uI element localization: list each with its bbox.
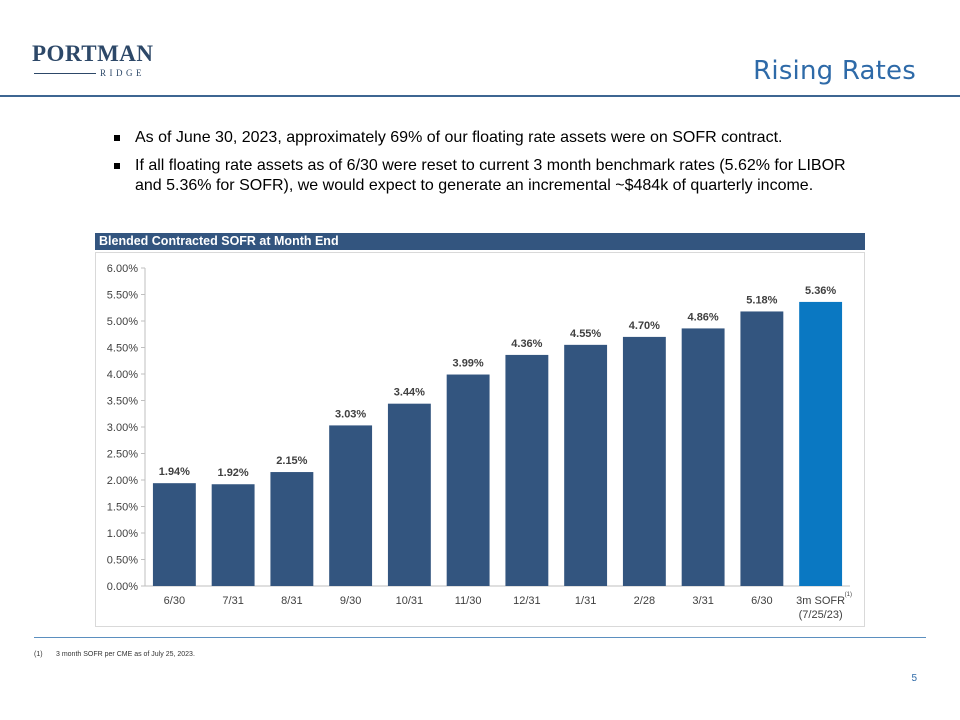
- bar: [622, 336, 666, 586]
- bar: [446, 374, 490, 586]
- logo-rule: [34, 73, 96, 74]
- portman-ridge-logo: PORTMAN RIDGE: [32, 41, 154, 82]
- bar-value-label: 3.03%: [335, 408, 366, 420]
- bar: [740, 311, 784, 586]
- y-tick-label: 1.00%: [107, 528, 138, 540]
- bullet-text: If all floating rate assets as of 6/30 w…: [135, 157, 846, 194]
- x-tick-label: 3m SOFR: [796, 595, 845, 607]
- x-tick-label: 12/31: [513, 595, 541, 607]
- x-tick-label: 8/31: [281, 595, 302, 607]
- x-tick-label: 10/31: [396, 595, 424, 607]
- chart-header: Blended Contracted SOFR at Month End: [95, 233, 865, 250]
- x-tick-sublabel: (7/25/23): [799, 609, 843, 621]
- bar-value-label: 4.55%: [570, 328, 601, 340]
- bar: [211, 484, 255, 586]
- x-tick-label: 6/30: [164, 595, 185, 607]
- x-tick-label: 3/31: [692, 595, 713, 607]
- footnote-text: 3 month SOFR per CME as of July 25, 2023…: [56, 651, 195, 658]
- x-tick-superscript: (1): [845, 592, 852, 598]
- bar-value-label: 1.92%: [218, 467, 249, 479]
- bar-value-label: 4.86%: [688, 311, 719, 323]
- y-tick-label: 2.50%: [107, 449, 138, 461]
- bar: [152, 483, 196, 586]
- page-number: 5: [911, 673, 917, 684]
- x-tick-label: 9/30: [340, 595, 361, 607]
- x-tick-label: 6/30: [751, 595, 772, 607]
- square-bullet-icon: [114, 163, 120, 169]
- bar-value-label: 4.70%: [629, 320, 660, 332]
- y-tick-label: 2.00%: [107, 475, 138, 487]
- bullet-item: As of June 30, 2023, approximately 69% o…: [112, 128, 852, 148]
- x-tick-label: 7/31: [222, 595, 243, 607]
- y-tick-label: 3.00%: [107, 422, 138, 434]
- y-tick-label: 4.00%: [107, 369, 138, 381]
- chart-frame: 0.00% 0.50% 1.00% 1.50% 2.00% 2.50% 3.00% 3.50%…: [95, 252, 865, 627]
- bar: [387, 403, 431, 586]
- footnote-number: (1): [34, 651, 43, 658]
- x-tick-label: 11/30: [455, 595, 482, 607]
- x-tick-label: 2/28: [634, 595, 655, 607]
- page-title: Rising Rates: [753, 56, 916, 86]
- bar: [329, 425, 373, 586]
- bar: [564, 344, 608, 586]
- y-tick-label: 0.00%: [107, 581, 138, 593]
- footnote: (1) 3 month SOFR per CME as of July 25, 2…: [34, 651, 195, 658]
- bar: [681, 328, 725, 586]
- bar: [799, 301, 843, 586]
- y-tick-label: 6.00%: [107, 263, 138, 275]
- bar-value-label: 3.44%: [394, 387, 425, 399]
- footer-divider: [34, 637, 926, 638]
- bar: [505, 354, 549, 586]
- bar-value-label: 4.36%: [511, 338, 542, 350]
- bullet-item: If all floating rate assets as of 6/30 w…: [112, 156, 852, 196]
- bar-value-label: 5.18%: [746, 294, 777, 306]
- y-tick-label: 5.00%: [107, 316, 138, 328]
- sofr-bar-chart: 0.00% 0.50% 1.00% 1.50% 2.00% 2.50% 3.00% 3.50%…: [107, 263, 852, 621]
- y-tick-label: 5.50%: [107, 290, 138, 302]
- x-tick-label: 1/31: [575, 595, 596, 607]
- bar: [270, 472, 314, 586]
- bar-value-label: 2.15%: [276, 455, 307, 467]
- bar-value-label: 3.99%: [453, 358, 484, 370]
- bullet-list: As of June 30, 2023, approximately 69% o…: [112, 128, 852, 204]
- header-divider: [0, 95, 960, 97]
- y-tick-label: 3.50%: [107, 396, 138, 408]
- bullet-text: As of June 30, 2023, approximately 69% o…: [135, 129, 783, 146]
- y-tick-label: 4.50%: [107, 343, 138, 355]
- logo-wordmark: PORTMAN: [32, 41, 154, 66]
- y-tick-label: 1.50%: [107, 502, 138, 514]
- y-tick-label: 0.50%: [107, 555, 138, 567]
- logo-subtitle: RIDGE: [100, 68, 145, 78]
- bar-value-label: 1.94%: [159, 466, 190, 478]
- square-bullet-icon: [114, 135, 120, 141]
- bar-value-label: 5.36%: [805, 285, 836, 297]
